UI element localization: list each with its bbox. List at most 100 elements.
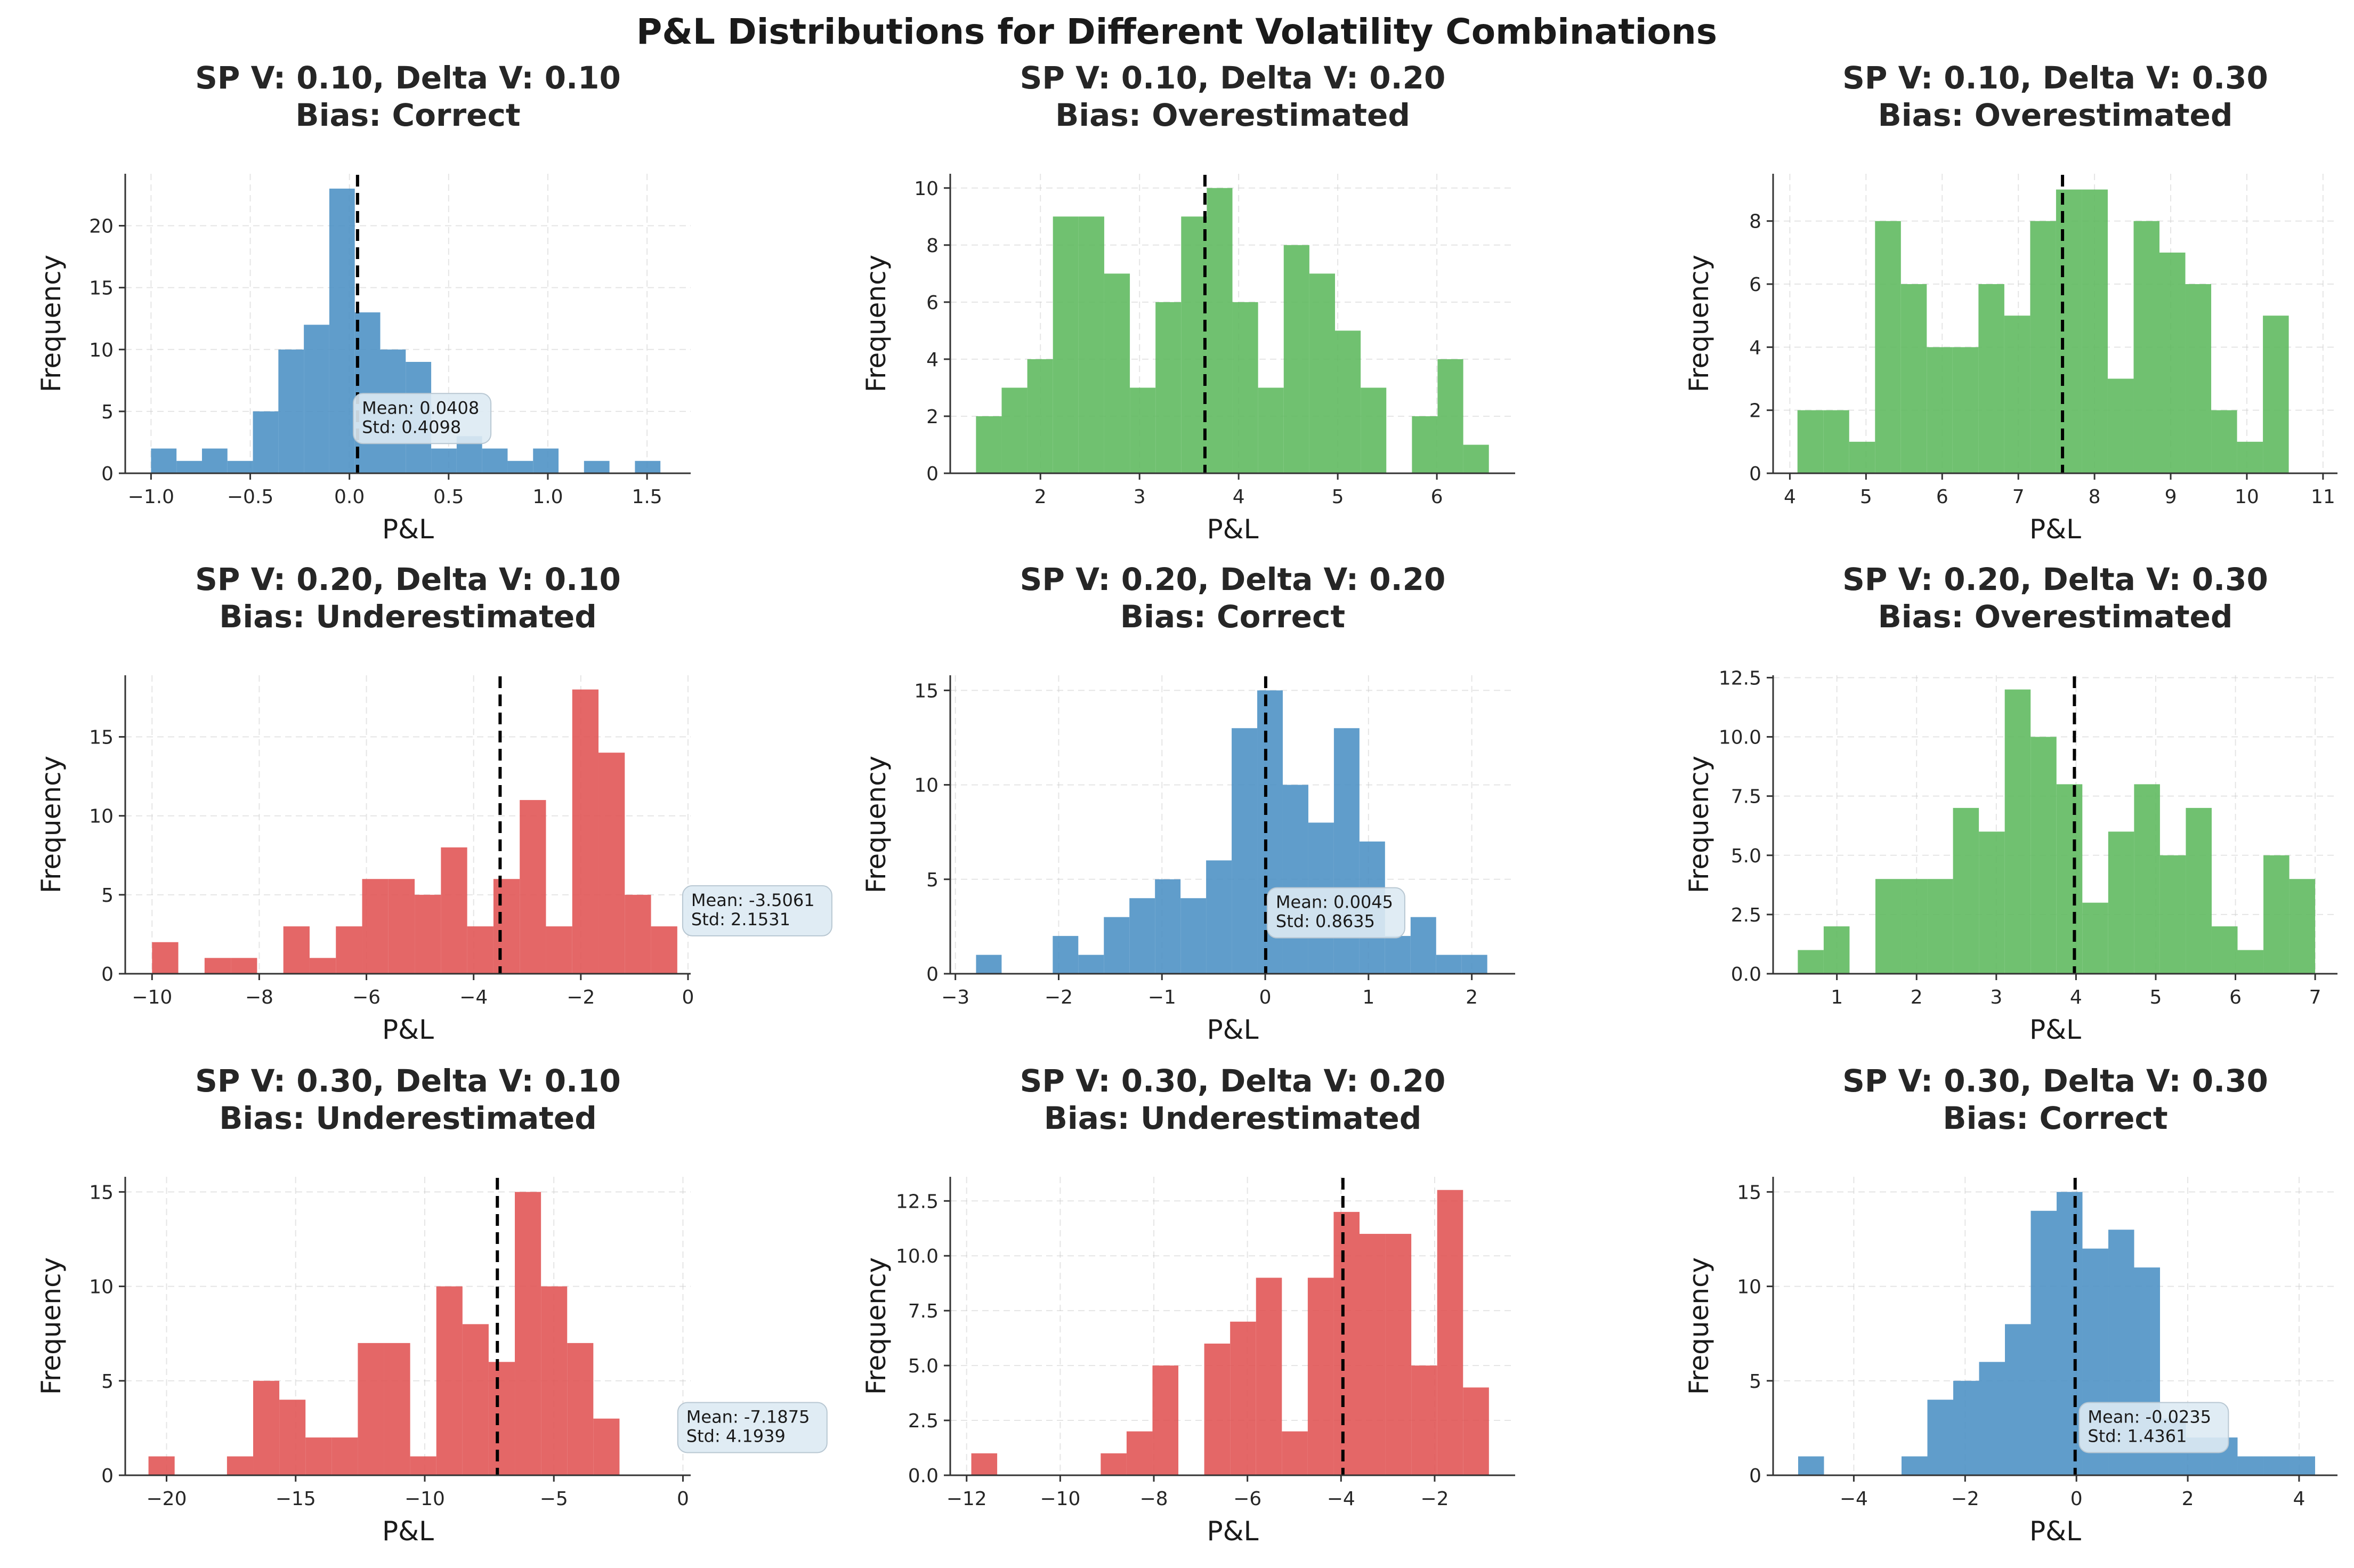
histogram-bar [1335, 330, 1361, 473]
histogram-bar [331, 1437, 358, 1475]
histogram-bar [572, 689, 599, 974]
histogram-bar [1283, 245, 1309, 473]
histogram-bar [2030, 221, 2056, 473]
y-tick-label: 10.0 [896, 1246, 939, 1267]
y-axis-label: Frequency [861, 756, 892, 893]
histogram-bar [1875, 879, 1902, 974]
histogram-bar [415, 894, 441, 974]
mean-annotation: Mean: -0.0235 [2088, 1407, 2211, 1427]
histogram-bar [201, 448, 228, 473]
y-tick-label: 10 [1737, 1276, 1761, 1298]
histogram-bar [2237, 441, 2263, 473]
histogram-bar [1359, 1234, 1386, 1475]
histogram-bar [2082, 902, 2108, 974]
x-tick-label: 2 [2182, 1488, 2194, 1510]
histogram-bar [1875, 221, 1901, 473]
x-tick-label: −4 [1327, 1488, 1355, 1510]
histogram-bar [1180, 898, 1207, 974]
histogram-bar [388, 879, 415, 974]
x-tick-label: 3 [1134, 486, 1146, 508]
histogram-bar [1927, 347, 1953, 473]
histogram-bar [279, 1400, 306, 1475]
histogram-bar [336, 926, 362, 974]
histogram-bar [651, 926, 677, 974]
histogram-bar [2108, 831, 2134, 974]
histogram-bar [1232, 302, 1258, 473]
x-tick-label: 0.5 [433, 486, 464, 508]
histogram-bar [1437, 359, 1463, 473]
x-tick-label: −10 [405, 1488, 445, 1510]
y-tick-label: 0 [926, 463, 939, 485]
subplot-bias-label: Bias: Overestimated [1878, 97, 2233, 133]
histogram-bar [493, 879, 520, 974]
histogram-bar [2237, 950, 2264, 974]
histogram-bar [1798, 950, 1824, 974]
x-axis-label: P&L [2029, 1516, 2081, 1547]
histogram-bar [152, 942, 179, 974]
std-annotation: Std: 0.8635 [1276, 911, 1375, 932]
histogram-bar [2186, 807, 2212, 974]
x-tick-label: 2 [1911, 987, 1923, 1008]
histogram-bar [2057, 1192, 2083, 1475]
histogram-bar [2056, 784, 2083, 974]
histogram-bar [1412, 416, 1438, 473]
histogram-bar [362, 879, 389, 974]
x-tick-label: 3 [1990, 987, 2002, 1008]
y-axis-label: Frequency [36, 756, 67, 893]
histogram-bar [1078, 955, 1104, 974]
histogram-bar [283, 926, 310, 974]
histogram-bar [1849, 441, 1875, 473]
histogram-bar [1361, 387, 1387, 473]
x-tick-label: 1.5 [632, 486, 662, 508]
y-axis-label: Frequency [861, 1257, 892, 1395]
histogram-bar [976, 955, 1002, 974]
histogram-bar [1155, 302, 1182, 473]
y-axis-label: Frequency [36, 1257, 67, 1395]
subplot-title: SP V: 0.10, Delta V: 0.20 [1020, 60, 1446, 96]
subplot-title: SP V: 0.10, Delta V: 0.10 [195, 60, 621, 96]
histogram-bar [1230, 1321, 1256, 1475]
x-tick-label: −6 [352, 987, 381, 1008]
y-tick-label: 0 [1749, 463, 1761, 485]
stats-annotation-box [2078, 1402, 2229, 1453]
y-tick-label: 2 [926, 406, 939, 428]
histogram-bar [1461, 955, 1487, 974]
y-tick-label: 7.5 [908, 1300, 939, 1322]
histogram-bar [1463, 444, 1489, 473]
histogram-bar [1333, 1211, 1360, 1475]
histogram-bar [1126, 1431, 1153, 1475]
histogram-bar [488, 1362, 515, 1475]
x-tick-label: 1 [1831, 987, 1843, 1008]
histogram-bar [1410, 917, 1436, 974]
histogram-bar [1798, 1456, 1824, 1475]
histogram-bar [1436, 955, 1462, 974]
histogram-bar [1155, 879, 1181, 974]
histogram-bar [1979, 831, 2005, 974]
histogram-bar [567, 1343, 594, 1475]
y-axis-label: Frequency [1684, 1257, 1714, 1395]
histogram-bar [2159, 855, 2186, 974]
subplot-title: SP V: 0.20, Delta V: 0.20 [1020, 561, 1446, 597]
figure-title: P&L Distributions for Different Volatili… [636, 11, 1717, 52]
subplot-bias-label: Bias: Overestimated [1878, 599, 2233, 635]
histogram-bar [1078, 216, 1104, 473]
histogram-bar [2082, 189, 2108, 473]
histogram-bar [2263, 316, 2289, 473]
y-axis-label: Frequency [1684, 756, 1714, 893]
x-tick-label: 6 [1936, 486, 1948, 508]
x-tick-label: −2 [1045, 987, 1073, 1008]
subplot-bias-label: Bias: Underestimated [219, 599, 597, 635]
y-tick-label: 12.5 [896, 1191, 939, 1213]
histogram-bar [482, 448, 508, 473]
y-tick-label: 7.5 [1731, 786, 1761, 808]
subplot-title: SP V: 0.30, Delta V: 0.30 [1842, 1063, 2268, 1099]
y-tick-label: 6 [1749, 274, 1761, 296]
mean-annotation: Mean: 0.0045 [1276, 892, 1393, 912]
y-tick-label: 5 [1749, 1371, 1761, 1393]
histogram-bar [1258, 387, 1284, 473]
y-tick-label: 10 [89, 806, 114, 828]
